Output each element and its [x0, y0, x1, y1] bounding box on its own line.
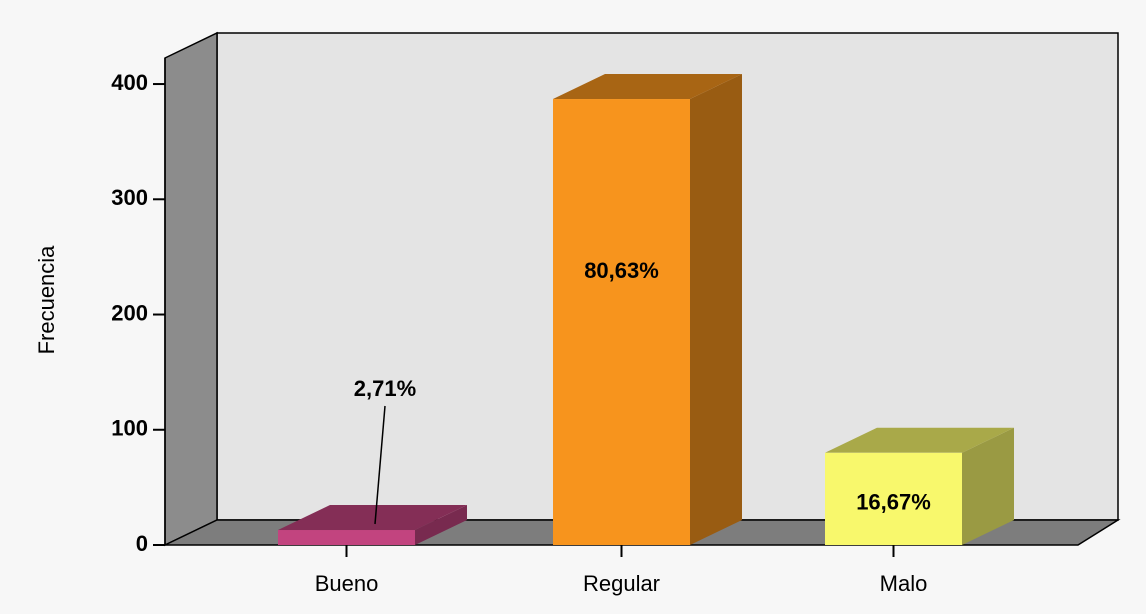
- x-tick-label: Malo: [880, 571, 928, 596]
- y-axis-label: Frecuencia: [34, 245, 59, 355]
- bar-side: [962, 427, 1014, 545]
- bar-front: [553, 99, 690, 546]
- x-tick-label: Bueno: [315, 571, 379, 596]
- bar: [553, 74, 742, 546]
- bar-front: [825, 452, 962, 545]
- y-tick-label: 300: [111, 185, 148, 210]
- left-wall: [164, 31, 218, 547]
- bar-top: [553, 74, 742, 100]
- y-tick-label: 400: [111, 70, 148, 95]
- y-tick-label: 100: [111, 416, 148, 441]
- y-tick-label: 200: [111, 300, 148, 325]
- bar-top: [825, 427, 1014, 453]
- bar-top: [278, 505, 467, 531]
- data-label: 2,71%: [354, 376, 416, 401]
- bar: [825, 427, 1014, 545]
- bar-front: [278, 530, 415, 545]
- data-label: 80,63%: [584, 258, 659, 283]
- bar: [278, 505, 467, 545]
- bar-side: [415, 505, 467, 545]
- bar-side: [690, 74, 742, 546]
- x-tick-label: Regular: [583, 571, 660, 596]
- label-leader: [374, 405, 386, 525]
- data-label: 16,67%: [856, 490, 931, 515]
- y-tick-label: 0: [136, 531, 148, 556]
